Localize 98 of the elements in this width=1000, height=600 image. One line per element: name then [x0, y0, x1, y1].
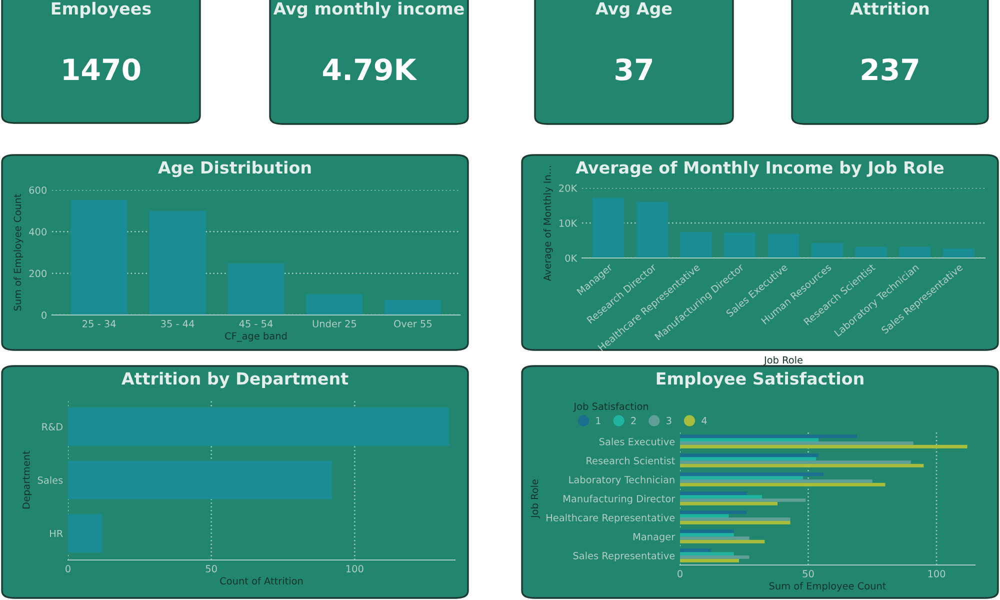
bar	[680, 552, 734, 556]
bar	[680, 533, 734, 536]
bar	[680, 556, 750, 559]
bar	[942, 248, 974, 258]
legend-label: 4	[702, 417, 707, 424]
bar	[680, 536, 750, 540]
y-tick-label: Sales Executive	[599, 438, 675, 446]
bar	[680, 434, 857, 438]
bar	[592, 198, 624, 258]
bar	[680, 464, 924, 468]
y-tick-label: 0	[42, 311, 46, 319]
bar	[680, 480, 872, 483]
bar	[680, 495, 762, 498]
text: Avg Age	[596, 2, 672, 18]
bar	[680, 510, 747, 514]
legend-label: 3	[666, 416, 672, 424]
bar	[680, 232, 712, 258]
y-tick-label: Laboratory Technician	[569, 476, 674, 486]
legend-title: Job Satisfaction	[573, 402, 648, 412]
bar	[680, 548, 711, 552]
bar	[768, 234, 800, 258]
x-tick-label: 50	[802, 570, 814, 578]
bar	[228, 264, 284, 315]
y-tick-label: Healthcare Representative	[546, 514, 675, 524]
y-tick-label: R&D	[42, 423, 63, 430]
x-axis-title: CF_age band	[225, 332, 287, 342]
bar	[70, 200, 128, 315]
y-axis-title: Average of Monthly In…	[543, 166, 553, 282]
y-axis-title: Department	[22, 450, 32, 508]
y-axis-title: Sum of Employee Count	[14, 194, 24, 311]
y-tick-label: 400	[29, 228, 46, 236]
text: Employees	[52, 2, 151, 18]
text: 4.79K	[323, 58, 418, 80]
bar	[680, 558, 739, 562]
y-tick-label: Research Scientist	[586, 456, 675, 464]
bar	[855, 246, 887, 258]
x-tick-label: 100	[346, 565, 364, 572]
y-tick-label: Manufacturing Director	[564, 494, 676, 504]
bar	[812, 242, 844, 258]
x-tick-label: 100	[928, 570, 946, 578]
bar	[680, 502, 778, 506]
x-axis-title: Count of Attrition	[220, 577, 303, 585]
y-tick-label: Sales Representative	[573, 552, 675, 562]
y-tick-label: 0K	[565, 254, 578, 262]
y-tick-label: HR	[50, 530, 63, 538]
y-axis-title: Job Role	[530, 480, 540, 519]
chart-title: Average of Monthly Income by Job Role	[576, 160, 944, 178]
x-tick-label: 35 - 44	[161, 320, 194, 328]
x-tick-label: Under 25	[312, 320, 356, 328]
x-tick-label: Over 55	[394, 320, 432, 328]
x-axis-title: Sum of Employee Count	[769, 582, 886, 592]
y-tick-label: Manager	[633, 533, 676, 542]
x-tick-label: 0	[678, 570, 682, 578]
bar	[680, 442, 914, 445]
bar	[680, 444, 968, 448]
text: Avg monthly income	[273, 2, 464, 18]
text: 37	[616, 58, 652, 80]
bar	[306, 294, 363, 315]
bar	[680, 438, 819, 442]
x-tick-label: 50	[206, 565, 217, 572]
x-tick-label: 0	[66, 565, 70, 572]
bar	[724, 232, 756, 258]
bar	[384, 300, 442, 315]
bar	[680, 518, 790, 521]
y-tick-label: Sales	[38, 476, 63, 484]
text: Attrition	[850, 2, 929, 15]
x-axis-title: Job Role	[763, 356, 802, 366]
bar	[680, 514, 729, 518]
bar	[149, 210, 206, 315]
bar	[636, 202, 668, 258]
bar	[680, 476, 804, 480]
text: 237	[862, 58, 918, 80]
text: 1470	[64, 58, 140, 80]
chart-title: Employee Satisfaction	[656, 372, 864, 388]
bar	[680, 498, 806, 502]
y-tick-label: 600	[29, 186, 46, 194]
x-tick-label: 25 - 34	[82, 320, 116, 328]
bar	[899, 246, 931, 258]
bar	[680, 460, 911, 464]
legend-label: 2	[631, 416, 636, 424]
bar	[680, 454, 819, 458]
bar	[68, 514, 102, 553]
y-tick-label: 20K	[559, 184, 578, 192]
bar	[680, 540, 765, 544]
bar	[68, 407, 450, 446]
bar	[680, 472, 824, 476]
y-tick-label: 200	[29, 270, 46, 278]
bar	[68, 460, 332, 500]
legend-label: 1	[596, 417, 600, 424]
chart-title: Age Distribution	[158, 160, 311, 178]
bar	[680, 482, 886, 486]
chart-title: Attrition by Department	[122, 372, 348, 388]
bar	[680, 492, 747, 496]
bar	[680, 530, 734, 534]
bar	[680, 457, 816, 460]
x-tick-label: 45 - 54	[239, 320, 273, 328]
bar	[680, 520, 790, 524]
y-tick-label: 10K	[559, 219, 578, 227]
